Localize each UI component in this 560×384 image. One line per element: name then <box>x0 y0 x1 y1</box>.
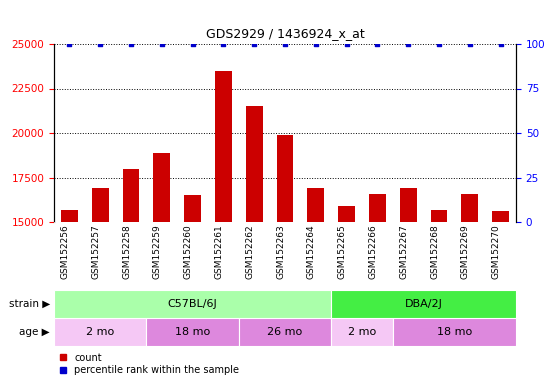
Text: GSM152256: GSM152256 <box>60 224 69 279</box>
Bar <box>153 152 170 222</box>
Text: 18 mo: 18 mo <box>175 327 210 337</box>
Text: DBA/2J: DBA/2J <box>405 299 442 309</box>
Text: age ▶: age ▶ <box>20 327 50 337</box>
Bar <box>369 194 386 222</box>
Point <box>65 41 74 47</box>
Bar <box>331 290 516 318</box>
Text: GDS2929 / 1436924_x_at: GDS2929 / 1436924_x_at <box>206 27 365 40</box>
Point <box>404 41 413 47</box>
Text: GSM152264: GSM152264 <box>307 224 316 279</box>
Bar <box>54 318 146 346</box>
Point <box>188 41 197 47</box>
Bar <box>215 71 232 222</box>
Text: GSM152270: GSM152270 <box>492 224 501 279</box>
Point <box>496 41 505 47</box>
Bar <box>431 210 447 222</box>
Bar <box>307 188 324 222</box>
Text: strain ▶: strain ▶ <box>9 299 50 309</box>
Bar <box>184 195 201 222</box>
Point <box>465 41 474 47</box>
Point <box>219 41 228 47</box>
Text: GSM152269: GSM152269 <box>461 224 470 279</box>
Bar <box>239 318 331 346</box>
Text: 2 mo: 2 mo <box>86 327 114 337</box>
Text: GSM152265: GSM152265 <box>338 224 347 279</box>
Bar <box>146 318 239 346</box>
Bar <box>123 169 139 222</box>
Text: GSM152262: GSM152262 <box>245 224 254 279</box>
Text: GSM152260: GSM152260 <box>184 224 193 279</box>
Point <box>281 41 290 47</box>
Bar <box>338 206 355 222</box>
Point <box>157 41 166 47</box>
Bar <box>331 318 393 346</box>
Text: GSM152263: GSM152263 <box>276 224 285 279</box>
Bar <box>400 188 417 222</box>
Point <box>373 41 382 47</box>
Bar <box>92 188 109 222</box>
Point <box>311 41 320 47</box>
Text: GSM152259: GSM152259 <box>153 224 162 279</box>
Text: 2 mo: 2 mo <box>348 327 376 337</box>
Text: GSM152261: GSM152261 <box>214 224 223 279</box>
Point <box>96 41 105 47</box>
Text: GSM152258: GSM152258 <box>122 224 131 279</box>
Bar <box>54 290 331 318</box>
Bar <box>61 210 78 222</box>
Bar <box>393 318 516 346</box>
Text: 26 mo: 26 mo <box>267 327 302 337</box>
Legend: count, percentile rank within the sample: count, percentile rank within the sample <box>59 353 240 375</box>
Point <box>342 41 351 47</box>
Text: GSM152267: GSM152267 <box>399 224 408 279</box>
Text: GSM152268: GSM152268 <box>430 224 439 279</box>
Bar <box>492 211 509 222</box>
Bar <box>277 135 293 222</box>
Point <box>250 41 259 47</box>
Text: C57BL/6J: C57BL/6J <box>168 299 217 309</box>
Bar <box>461 194 478 222</box>
Text: GSM152266: GSM152266 <box>368 224 377 279</box>
Text: 18 mo: 18 mo <box>437 327 472 337</box>
Text: GSM152257: GSM152257 <box>91 224 100 279</box>
Point <box>435 41 444 47</box>
Bar <box>246 106 263 222</box>
Point <box>127 41 136 47</box>
